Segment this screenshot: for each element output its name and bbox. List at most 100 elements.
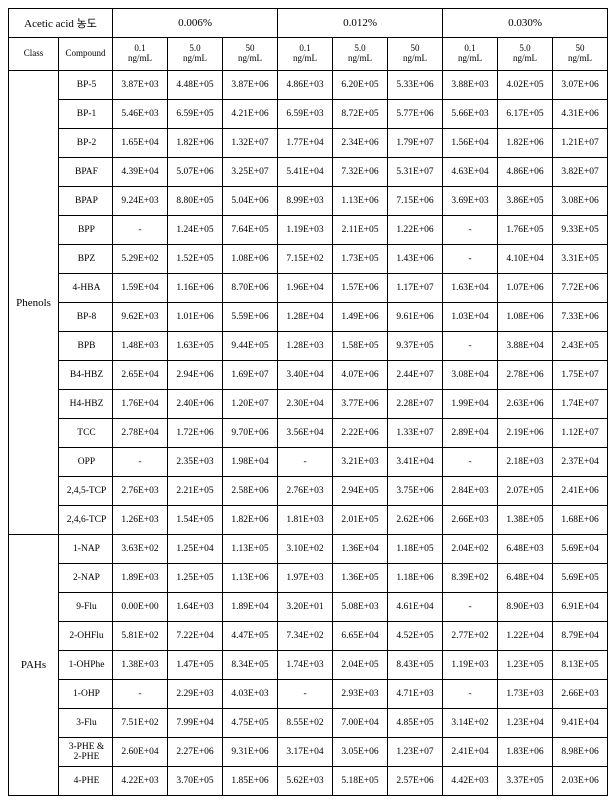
value-cell: 6.91E+04 bbox=[553, 593, 608, 622]
value-cell: 1.73E+03 bbox=[498, 680, 553, 709]
conc-group-2: 0.012% bbox=[278, 9, 443, 38]
value-cell: 1.97E+03 bbox=[278, 564, 333, 593]
value-cell: 2.01E+05 bbox=[333, 506, 388, 535]
value-cell: 5.62E+03 bbox=[278, 767, 333, 796]
value-cell: 4.52E+05 bbox=[388, 622, 443, 651]
sub-col: 50ng/mL bbox=[553, 38, 608, 71]
value-cell: 3.56E+04 bbox=[278, 419, 333, 448]
value-cell: 3.63E+02 bbox=[113, 535, 168, 564]
value-cell: 5.08E+03 bbox=[333, 593, 388, 622]
value-cell: 4.48E+05 bbox=[168, 71, 223, 100]
value-cell: 2.89E+04 bbox=[443, 419, 498, 448]
value-cell: 1.49E+06 bbox=[333, 303, 388, 332]
value-cell: 1.23E+04 bbox=[498, 709, 553, 738]
value-cell: 1.28E+04 bbox=[278, 303, 333, 332]
value-cell: 4.85E+05 bbox=[388, 709, 443, 738]
value-cell: 3.31E+05 bbox=[553, 245, 608, 274]
value-cell: 5.04E+06 bbox=[223, 187, 278, 216]
value-cell: 1.52E+05 bbox=[168, 245, 223, 274]
value-cell: 1.18E+05 bbox=[388, 535, 443, 564]
acetic-label: Acetic acid 농도 bbox=[9, 9, 113, 38]
value-cell: 8.55E+02 bbox=[278, 709, 333, 738]
value-cell: 1.19E+03 bbox=[443, 651, 498, 680]
value-cell: 1.47E+05 bbox=[168, 651, 223, 680]
value-cell: 2.58E+06 bbox=[223, 477, 278, 506]
value-cell: 4.86E+03 bbox=[278, 71, 333, 100]
value-cell: 5.18E+05 bbox=[333, 767, 388, 796]
conc-group-1: 0.006% bbox=[113, 9, 278, 38]
value-cell: 9.41E+04 bbox=[553, 709, 608, 738]
compound-cell: 2,4,6-TCP bbox=[59, 506, 113, 535]
value-cell: 1.38E+05 bbox=[498, 506, 553, 535]
value-cell: 5.69E+05 bbox=[553, 564, 608, 593]
value-cell: 6.59E+05 bbox=[168, 100, 223, 129]
value-cell: 6.48E+04 bbox=[498, 564, 553, 593]
table-row: 9-Flu0.00E+001.64E+031.89E+043.20E+015.0… bbox=[9, 593, 608, 622]
value-cell: 2.40E+06 bbox=[168, 390, 223, 419]
value-cell: 8.98E+06 bbox=[553, 738, 608, 767]
value-cell: 2.35E+03 bbox=[168, 448, 223, 477]
value-cell: 2.28E+07 bbox=[388, 390, 443, 419]
value-cell: - bbox=[113, 448, 168, 477]
value-cell: 1.19E+03 bbox=[278, 216, 333, 245]
value-cell: 1.89E+03 bbox=[113, 564, 168, 593]
value-cell: 4.03E+03 bbox=[223, 680, 278, 709]
value-cell: 1.63E+05 bbox=[168, 332, 223, 361]
value-cell: 3.10E+02 bbox=[278, 535, 333, 564]
value-cell: 7.15E+06 bbox=[388, 187, 443, 216]
value-cell: 2.76E+03 bbox=[113, 477, 168, 506]
compound-cell: BPZ bbox=[59, 245, 113, 274]
value-cell: 2.03E+06 bbox=[553, 767, 608, 796]
value-cell: 4.71E+03 bbox=[388, 680, 443, 709]
value-cell: 1.23E+07 bbox=[388, 738, 443, 767]
value-cell: 7.51E+02 bbox=[113, 709, 168, 738]
value-cell: 2.65E+04 bbox=[113, 361, 168, 390]
value-cell: 3.37E+05 bbox=[498, 767, 553, 796]
value-cell: 9.61E+06 bbox=[388, 303, 443, 332]
value-cell: 3.75E+06 bbox=[388, 477, 443, 506]
value-cell: 3.88E+04 bbox=[498, 332, 553, 361]
value-cell: 2.04E+05 bbox=[333, 651, 388, 680]
class-header: Class bbox=[9, 38, 59, 71]
value-cell: 1.63E+04 bbox=[443, 274, 498, 303]
table-row: 4-PHE4.22E+033.70E+051.85E+065.62E+035.1… bbox=[9, 767, 608, 796]
value-cell: 8.72E+05 bbox=[333, 100, 388, 129]
value-cell: 3.21E+03 bbox=[333, 448, 388, 477]
value-cell: 5.69E+04 bbox=[553, 535, 608, 564]
sub-col: 50ng/mL bbox=[388, 38, 443, 71]
value-cell: - bbox=[443, 448, 498, 477]
value-cell: 1.08E+06 bbox=[223, 245, 278, 274]
table-row: 3-PHE &2-PHE2.60E+042.27E+069.31E+063.17… bbox=[9, 738, 608, 767]
value-cell: 1.17E+07 bbox=[388, 274, 443, 303]
value-cell: 2.41E+06 bbox=[553, 477, 608, 506]
compound-cell: 1-OHPhe bbox=[59, 651, 113, 680]
value-cell: 6.65E+04 bbox=[333, 622, 388, 651]
value-cell: 1.32E+07 bbox=[223, 129, 278, 158]
value-cell: 1.89E+04 bbox=[223, 593, 278, 622]
value-cell: 3.82E+07 bbox=[553, 158, 608, 187]
value-cell: 2.78E+06 bbox=[498, 361, 553, 390]
sub-col: 0.1ng/mL bbox=[278, 38, 333, 71]
compound-cell: BP-2 bbox=[59, 129, 113, 158]
value-cell: 2.62E+06 bbox=[388, 506, 443, 535]
value-cell: 8.39E+02 bbox=[443, 564, 498, 593]
value-cell: - bbox=[443, 216, 498, 245]
table-row: PhenolsBP-53.87E+034.48E+053.87E+064.86E… bbox=[9, 71, 608, 100]
compound-cell: 2,4,5-TCP bbox=[59, 477, 113, 506]
table-row: PAHs1-NAP3.63E+021.25E+041.13E+053.10E+0… bbox=[9, 535, 608, 564]
compound-cell: OPP bbox=[59, 448, 113, 477]
value-cell: 9.70E+06 bbox=[223, 419, 278, 448]
value-cell: 3.07E+06 bbox=[553, 71, 608, 100]
value-cell: 8.70E+06 bbox=[223, 274, 278, 303]
compound-cell: 4-HBA bbox=[59, 274, 113, 303]
value-cell: 1.65E+04 bbox=[113, 129, 168, 158]
table-row: 1-OHPhe1.38E+031.47E+058.34E+051.74E+032… bbox=[9, 651, 608, 680]
value-cell: 5.59E+06 bbox=[223, 303, 278, 332]
table-row: BPZ5.29E+021.52E+051.08E+067.15E+021.73E… bbox=[9, 245, 608, 274]
value-cell: 1.13E+05 bbox=[223, 535, 278, 564]
compound-cell: BP-5 bbox=[59, 71, 113, 100]
value-cell: 5.33E+06 bbox=[388, 71, 443, 100]
table-row: 2-NAP1.89E+031.25E+051.13E+061.97E+031.3… bbox=[9, 564, 608, 593]
value-cell: 4.42E+03 bbox=[443, 767, 498, 796]
value-cell: 4.07E+06 bbox=[333, 361, 388, 390]
